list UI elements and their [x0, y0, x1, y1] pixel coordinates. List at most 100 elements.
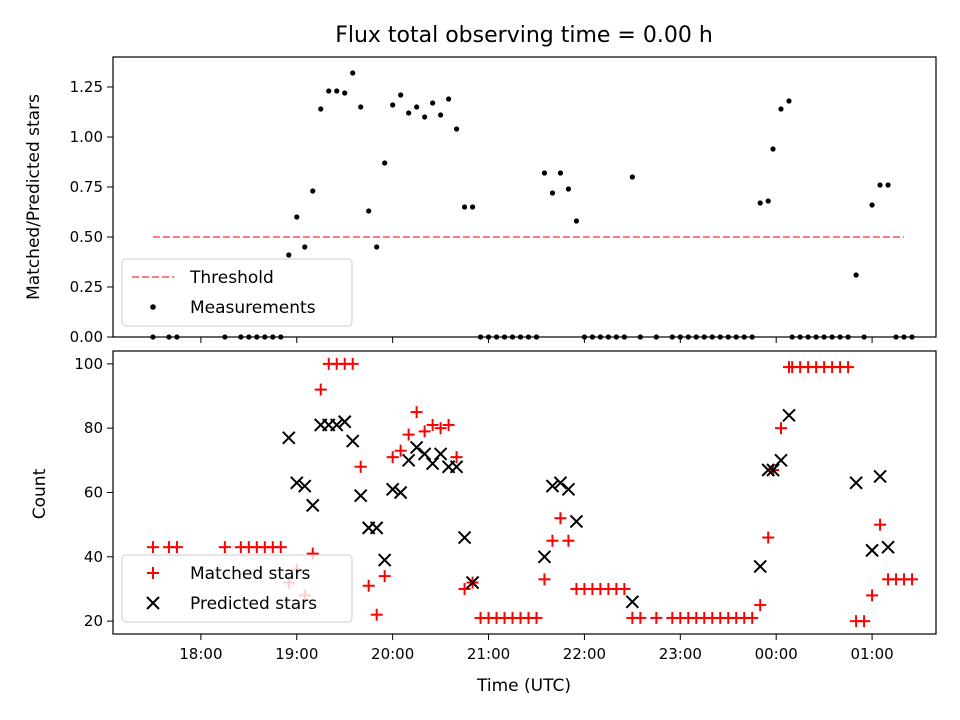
bottom-x-tick-label: 21:00 [467, 645, 510, 663]
predicted-star-point [766, 463, 780, 477]
measurement-point [430, 100, 436, 106]
measurement-point [326, 88, 332, 94]
measurement-point [541, 170, 548, 176]
measurement-point [358, 104, 364, 110]
top-y-axis-label: Matched/Predicted stars [24, 94, 44, 300]
legend-predicted-swatch [146, 596, 160, 610]
predicted-star-point [774, 453, 788, 468]
predicted-star-point [433, 447, 448, 461]
matched-star-point [634, 611, 647, 624]
bottom-plot-frame [112, 350, 937, 635]
bottom-y-tick-label: 100 [74, 355, 103, 373]
bottom-y-axis-label: Count [30, 468, 50, 519]
bottom-x-tick-label: 22:00 [563, 645, 606, 663]
top-y-tick-label: 1.00 [70, 128, 103, 146]
predicted-star-point [282, 431, 296, 445]
matched-star-point [754, 599, 767, 612]
matched-star-point [410, 406, 423, 419]
measurement-point [374, 244, 380, 250]
measurement-point [366, 208, 372, 214]
predicted-star-point [330, 418, 344, 432]
top-legend-box [121, 258, 353, 327]
matched-star-point [866, 589, 879, 602]
predicted-star-point [306, 498, 320, 513]
predicted-star-point [353, 489, 368, 503]
measurement-point [869, 202, 875, 208]
matched-star-point [426, 418, 439, 431]
measurement-point [286, 252, 292, 258]
top-y-tick-label: 0.75 [70, 178, 103, 196]
predicted-star-point [537, 550, 552, 564]
measurement-point [334, 88, 340, 94]
top-legend: Threshold Measurements [121, 258, 353, 327]
top-plot-frame [112, 56, 937, 338]
matched-star-point [434, 422, 447, 435]
top-y-tick-label: 0.00 [70, 328, 103, 346]
bottom-x-tick-label: 19:00 [275, 645, 318, 663]
predicted-star-point [369, 521, 384, 535]
measurement-point [461, 204, 468, 210]
bottom-x-tick-label: 20:00 [371, 645, 414, 663]
bottom-x-axis-label: Time (UTC) [476, 676, 571, 696]
matched-star-point [562, 534, 575, 547]
measurement-point [770, 146, 776, 152]
matched-star-point [274, 541, 287, 554]
measurement-point [853, 272, 859, 278]
matched-star-point [218, 541, 231, 554]
measurement-point [629, 174, 635, 180]
matched-star-point [442, 418, 455, 431]
measurement-point [414, 104, 420, 110]
matched-star-point [362, 579, 375, 592]
matched-star-point [774, 422, 787, 435]
matched-star-point [402, 428, 415, 441]
predicted-star-point [849, 476, 863, 490]
bottom-legend: Matched stars Predicted stars [121, 554, 353, 623]
legend-matched-label: Matched stars [190, 564, 310, 584]
matched-star-point [858, 615, 871, 628]
matched-star-point [538, 573, 551, 586]
predicted-star-point [553, 476, 568, 490]
bottom-x-tick-label: 00:00 [755, 645, 798, 663]
matched-star-point [546, 534, 559, 547]
predicted-star-point [346, 434, 360, 448]
legend-measurements-swatch [150, 304, 156, 310]
predicted-star-point [873, 469, 887, 484]
bottom-y-tick-label: 20 [84, 612, 103, 630]
matched-star-point [170, 541, 183, 554]
predicted-star-point [409, 440, 424, 455]
matched-star-point [874, 518, 887, 531]
measurement-point [438, 112, 444, 118]
matched-star-point [394, 444, 407, 457]
matched-star-point [386, 451, 399, 464]
measurement-point [294, 214, 300, 220]
bottom-y-tick-label: 60 [84, 484, 103, 502]
matched-star-point [842, 361, 855, 374]
matched-star-point [146, 541, 159, 554]
matched-star-point [746, 611, 759, 624]
measurement-point [398, 92, 404, 98]
measurement-point [765, 198, 771, 204]
measurement-point [549, 190, 556, 196]
predicted-star-point [449, 460, 464, 474]
matched-star-point [618, 582, 631, 595]
bottom-legend-box [121, 554, 353, 623]
measurement-point [390, 102, 396, 108]
matched-star-point [418, 425, 431, 438]
predicted-star-point [298, 479, 312, 493]
measurement-point [318, 106, 324, 112]
predicted-star-point [625, 595, 640, 609]
measurement-point [445, 96, 452, 102]
measurement-point [557, 170, 564, 176]
measurement-point [757, 200, 763, 206]
legend-threshold-label: Threshold [189, 268, 274, 288]
predicted-star-point [881, 540, 895, 554]
predicted-star-point [385, 482, 400, 496]
measurement-point [565, 186, 572, 192]
matched-star-point [458, 582, 471, 595]
bottom-plot-area: 20 40 60 80 100 18:00 19:00 20:00 21:00 22:00 23:0… [74, 355, 919, 663]
matched-star-point [346, 357, 359, 370]
top-chart-title: Flux total observing time = 0.00 h [335, 23, 713, 48]
predicted-star-point [457, 530, 472, 545]
top-y-tick-label: 0.25 [70, 278, 103, 296]
